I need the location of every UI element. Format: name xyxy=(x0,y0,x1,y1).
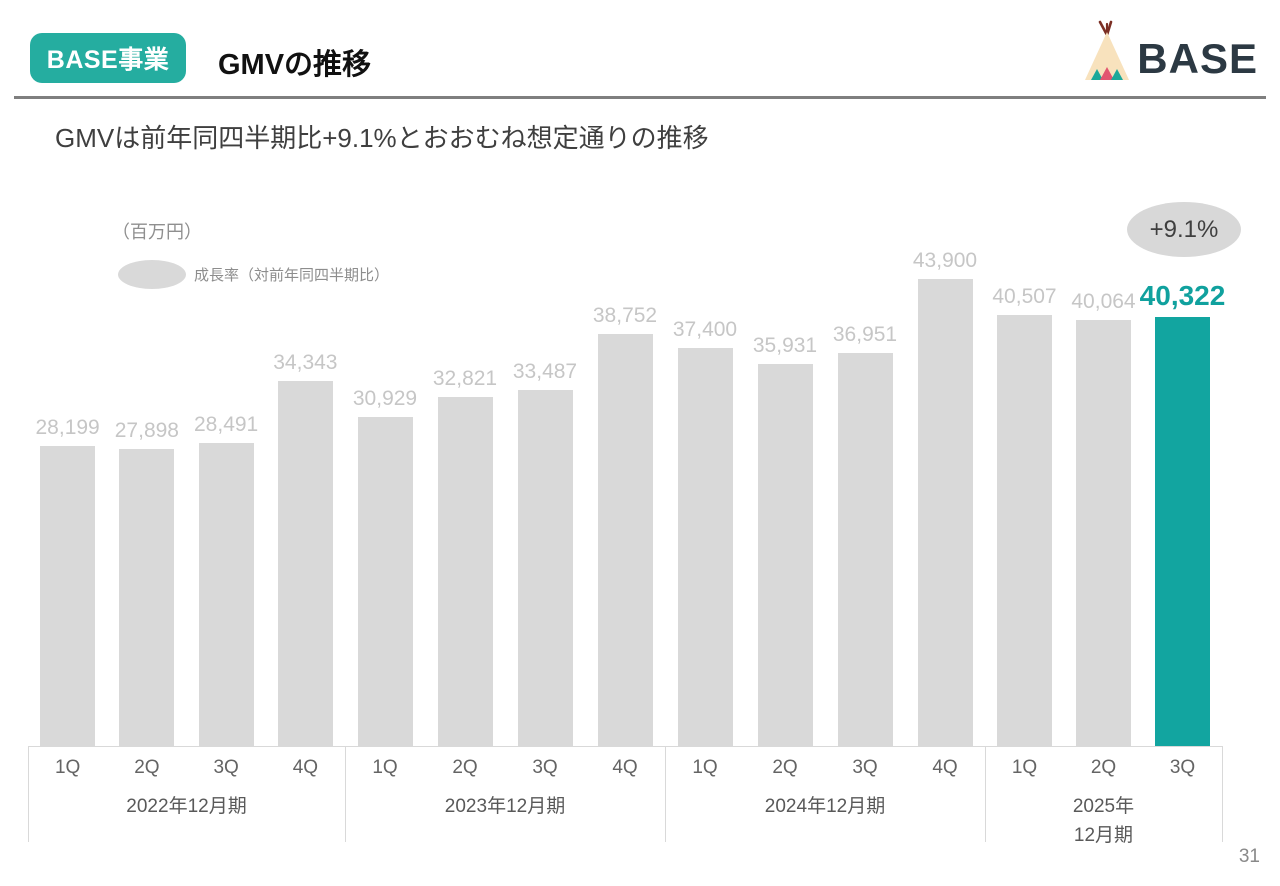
bar xyxy=(757,364,813,746)
bar-value-label: 33,487 xyxy=(512,360,578,383)
bar-value-label: 38,752 xyxy=(592,304,658,327)
bar-value-label: 34,343 xyxy=(273,351,338,374)
bar xyxy=(1155,317,1210,746)
legend-label: 成長率（対前年同四半期比） xyxy=(194,267,390,284)
bar xyxy=(997,315,1052,746)
bar xyxy=(198,443,254,746)
quarter-label: 1Q xyxy=(54,757,81,778)
bar xyxy=(597,334,653,746)
quarter-label: 3Q xyxy=(213,757,239,778)
bar xyxy=(517,390,573,746)
bar-value-label: 40,322 xyxy=(1139,280,1226,311)
bar xyxy=(677,348,733,746)
bar xyxy=(40,446,96,746)
year-group-label: 2025年 12月期 xyxy=(1072,796,1135,846)
year-group-label: 2022年12月期 xyxy=(126,796,247,817)
group-divider xyxy=(28,746,29,842)
quarter-label: 2Q xyxy=(772,757,798,778)
bar-value-label: 28,199 xyxy=(35,416,100,439)
bar xyxy=(119,449,175,746)
quarter-label: 2Q xyxy=(1090,757,1117,778)
bar-value-label: 43,900 xyxy=(912,249,978,272)
bar-value-label: 40,064 xyxy=(1071,290,1136,313)
bar xyxy=(277,381,333,746)
quarter-label: 3Q xyxy=(852,757,878,778)
tent-icon xyxy=(1085,20,1130,80)
quarter-label: 1Q xyxy=(372,757,398,778)
bar-value-label: 37,400 xyxy=(672,318,738,341)
quarter-label: 3Q xyxy=(1169,757,1196,778)
section-badge: BASE事業 xyxy=(30,33,186,83)
bar xyxy=(437,397,493,746)
bar-value-label: 40,507 xyxy=(992,285,1057,308)
quarter-label: 2Q xyxy=(452,757,478,778)
quarter-label: 1Q xyxy=(692,757,718,778)
legend: 成長率（対前年同四半期比） xyxy=(118,260,389,289)
quarter-label: 4Q xyxy=(612,757,638,778)
bar xyxy=(837,353,893,746)
bar-value-label: 32,821 xyxy=(432,367,498,390)
group-divider xyxy=(985,746,986,842)
bar-value-label: 35,931 xyxy=(752,334,818,357)
bar xyxy=(917,279,973,746)
growth-rate-ellipse-icon xyxy=(118,260,186,289)
quarter-label: 2Q xyxy=(134,757,160,778)
bar xyxy=(1076,320,1131,746)
quarter-label: 3Q xyxy=(532,757,558,778)
group-divider xyxy=(345,746,346,842)
growth-rate-badge: +9.1% xyxy=(1127,202,1241,257)
logo-text: BASE xyxy=(1137,35,1258,82)
quarter-label: 4Q xyxy=(292,757,319,778)
quarter-label: 1Q xyxy=(1011,757,1038,778)
bar-value-label: 36,951 xyxy=(832,323,898,346)
group-divider xyxy=(665,746,666,842)
bar xyxy=(357,417,413,746)
bar-value-label: 30,929 xyxy=(352,387,418,410)
base-logo: BASE xyxy=(1083,20,1258,82)
year-group-label: 2023年12月期 xyxy=(444,796,566,817)
header-divider xyxy=(14,96,1266,99)
year-group-label: 2024年12月期 xyxy=(764,796,886,817)
bar-value-label: 28,491 xyxy=(194,413,259,436)
subtitle: GMVは前年同四半期比+9.1%とおおむね想定通りの推移 xyxy=(55,123,709,153)
group-divider xyxy=(1222,746,1223,842)
bar-value-label: 27,898 xyxy=(114,419,179,442)
page-number: 31 xyxy=(1238,846,1260,867)
unit-label: （百万円） xyxy=(112,222,202,242)
page-title: GMVの推移 xyxy=(218,49,372,81)
x-axis-line xyxy=(28,746,1222,747)
quarter-label: 4Q xyxy=(932,757,958,778)
